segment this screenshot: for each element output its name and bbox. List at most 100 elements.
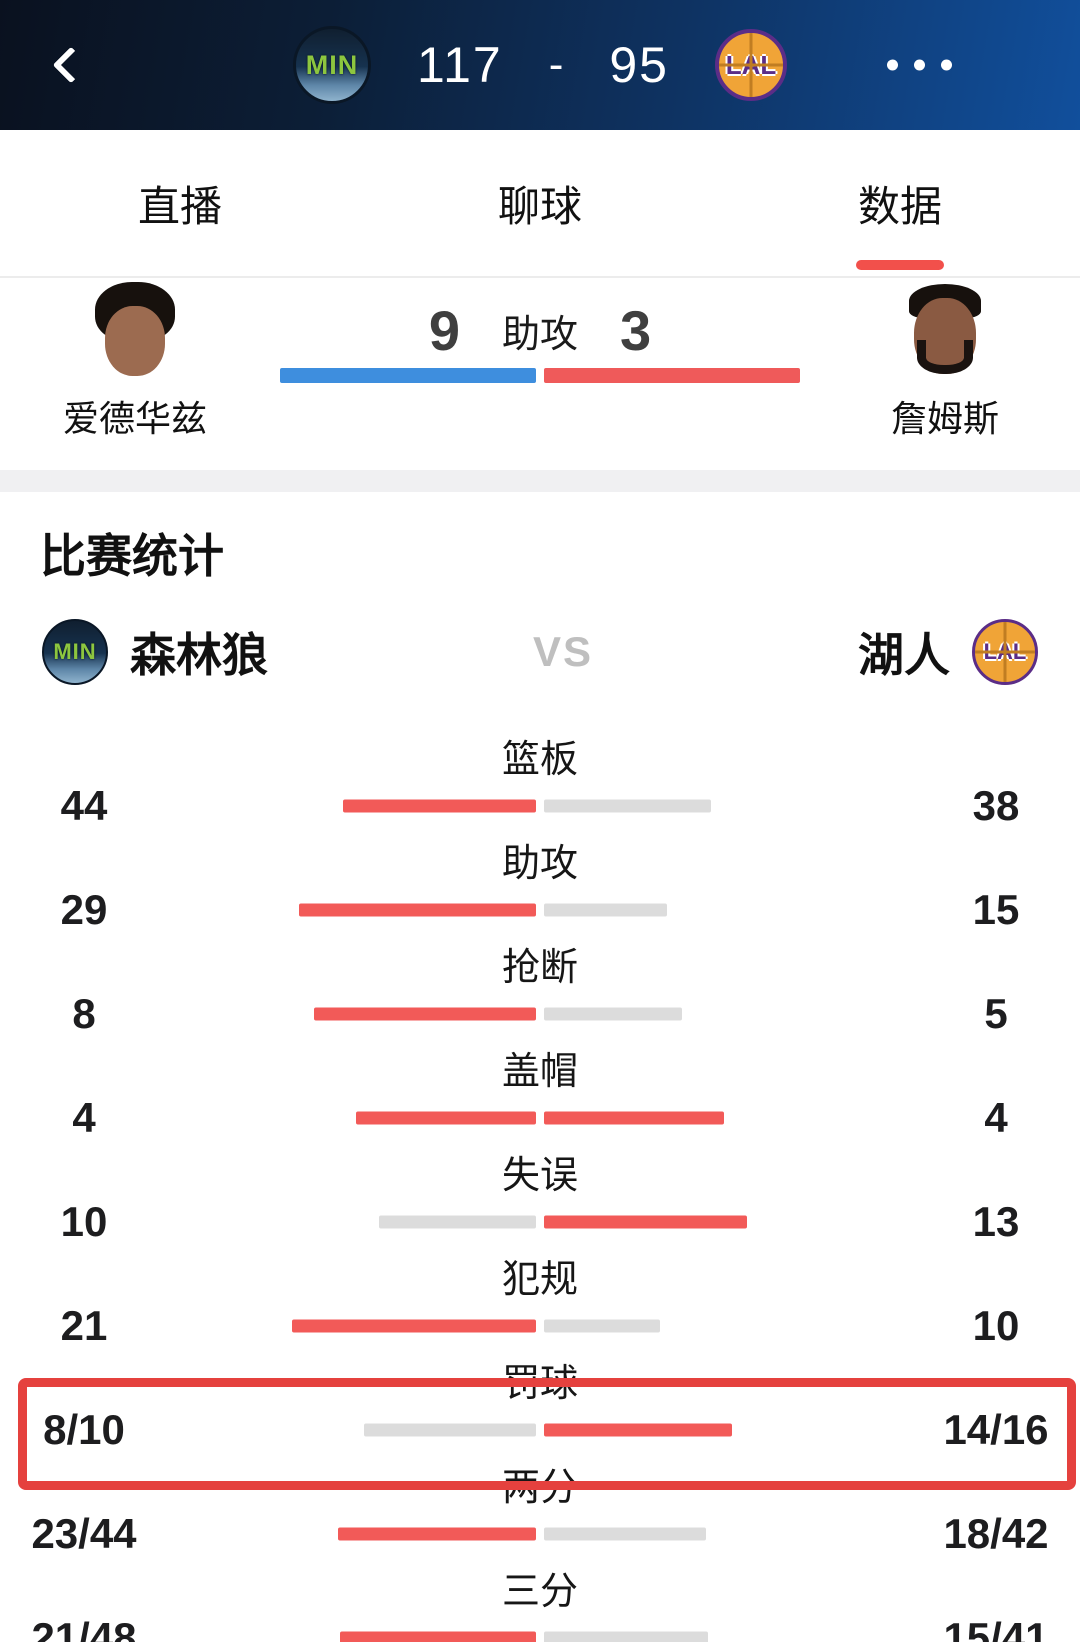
left-stat-value: 9 — [428, 299, 460, 362]
home-stat-value: 4 — [72, 1094, 96, 1141]
compare-bar — [280, 368, 800, 383]
stat-label: 两分 — [501, 1467, 578, 1509]
home-stat-bar — [364, 1423, 536, 1437]
away-stat-value: 4 — [984, 1094, 1008, 1141]
home-stat-value: 44 — [60, 782, 108, 829]
away-stat-value: 38 — [972, 782, 1020, 829]
stat-label: 犯规 — [501, 1259, 578, 1301]
stat-row: 助攻 29 15 — [0, 830, 1080, 934]
compare-stat-label: 助攻 — [501, 314, 578, 356]
section-divider — [0, 470, 1080, 492]
away-stat-value: 18/42 — [943, 1510, 1049, 1557]
home-team-name: 森林狼 — [130, 629, 268, 681]
home-stat-bar — [299, 903, 536, 917]
stat-row: 两分 23/44 18/42 — [0, 1454, 1080, 1558]
home-stat-value: 21 — [60, 1302, 108, 1349]
away-stat-value: 15/41 — [943, 1614, 1049, 1642]
match-header: MIN 117 - 95 LAL — [0, 0, 1080, 130]
away-team-name: 湖人 — [858, 629, 950, 681]
timberwolves-logo-text: MIN — [305, 49, 359, 80]
james-avatar — [897, 282, 993, 382]
timberwolves-logo-text: MIN — [53, 639, 97, 664]
edwards-avatar — [87, 282, 183, 382]
compare-bar-right — [544, 368, 800, 383]
stat-line: 23/44 18/42 — [0, 1510, 1080, 1558]
compare-values: 9 助攻 3 — [0, 298, 1080, 363]
stat-label: 罚球 — [501, 1363, 578, 1405]
away-stat-bar — [544, 1423, 732, 1437]
stat-row: 罚球 8/10 14/16 — [0, 1350, 1080, 1490]
right-player-name: 詹姆斯 — [890, 398, 999, 439]
home-score: 117 — [417, 37, 503, 93]
home-stat-bar — [343, 799, 536, 813]
stat-row: 抢断 8 5 — [0, 934, 1080, 1038]
left-player-name: 爱德华兹 — [62, 398, 207, 439]
stat-line: 8/10 14/16 — [0, 1406, 1080, 1454]
stat-label: 盖帽 — [501, 1051, 578, 1093]
stat-line: 8 5 — [0, 990, 1080, 1038]
home-stat-bar — [340, 1631, 536, 1642]
lakers-logo-small: LAL — [972, 619, 1038, 685]
stat-label: 三分 — [501, 1571, 578, 1613]
stats-header: 比赛统计 — [0, 492, 1080, 584]
timberwolves-logo-small: MIN — [42, 619, 108, 685]
stat-label: 篮板 — [501, 739, 578, 781]
stat-row: 盖帽 4 4 — [0, 1038, 1080, 1142]
away-stat-bar — [544, 1007, 682, 1021]
tab-live[interactable]: 直播 — [137, 182, 222, 230]
away-stat-bar — [544, 1319, 660, 1333]
basketball-seam — [719, 63, 783, 67]
stat-label: 抢断 — [501, 947, 578, 989]
stat-row: 篮板 44 38 — [0, 726, 1080, 830]
home-stat-value: 23/44 — [31, 1510, 137, 1557]
stat-line: 4 4 — [0, 1094, 1080, 1142]
stat-row: 三分 21/48 15/41 — [0, 1558, 1080, 1642]
stat-row: 失误 10 13 — [0, 1142, 1080, 1246]
stat-label: 助攻 — [501, 843, 578, 885]
away-stat-bar — [544, 1111, 724, 1125]
home-stat-bar — [338, 1527, 536, 1541]
scoreboard: MIN 117 - 95 LAL — [0, 0, 1080, 130]
away-stat-bar — [544, 799, 711, 813]
away-score: 95 — [609, 37, 669, 93]
stat-row: 犯规 21 10 — [0, 1246, 1080, 1350]
home-stat-value: 10 — [60, 1198, 108, 1245]
stat-line: 10 13 — [0, 1198, 1080, 1246]
stats-title: 比赛统计 — [40, 530, 224, 582]
tab-stats[interactable]: 数据 — [720, 130, 1080, 276]
home-stat-value: 8 — [72, 990, 96, 1037]
score-separator: - — [548, 40, 564, 89]
left-player-card: 爱德华兹 — [40, 282, 230, 442]
away-stat-bar — [544, 1631, 708, 1642]
player-compare-section: 爱德华兹 9 助攻 3 詹姆斯 — [0, 278, 1080, 470]
away-stat-value: 15 — [972, 886, 1020, 933]
home-stat-value: 29 — [60, 886, 108, 933]
home-stat-value: 8/10 — [43, 1406, 125, 1453]
away-stat-value: 10 — [972, 1302, 1020, 1349]
away-stat-bar — [544, 1215, 747, 1229]
stat-line: 21/48 15/41 — [0, 1614, 1080, 1642]
lakers-logo: LAL — [715, 29, 787, 101]
basketball-seam — [975, 650, 1035, 654]
right-player-card: 詹姆斯 — [850, 282, 1040, 442]
home-stat-bar — [356, 1111, 536, 1125]
tab-chat[interactable]: 聊球 — [497, 182, 582, 230]
more-options-icon[interactable] — [887, 59, 952, 71]
stat-line: 44 38 — [0, 782, 1080, 830]
team-row: MIN 森林狼 VS 湖人 LAL — [0, 612, 1080, 692]
right-stat-value: 3 — [620, 299, 652, 362]
timberwolves-logo: MIN — [293, 26, 371, 104]
tab-bar: 直播 聊球 数据 — [0, 130, 1080, 278]
avatar-face — [105, 306, 165, 376]
compare-bar-left — [280, 368, 536, 383]
away-stat-value: 5 — [984, 990, 1008, 1037]
stats-rows: 篮板 44 38 助攻 29 15 抢断 8 5 盖帽 4 4 — [0, 726, 1080, 1642]
vs-label: VS — [532, 628, 594, 675]
away-stat-value: 14/16 — [943, 1406, 1049, 1453]
away-stat-value: 13 — [972, 1198, 1020, 1245]
avatar-beard — [917, 340, 973, 374]
home-stat-value: 21/48 — [31, 1614, 137, 1642]
away-stat-bar — [544, 903, 667, 917]
away-stat-bar — [544, 1527, 706, 1541]
stat-line: 29 15 — [0, 886, 1080, 934]
